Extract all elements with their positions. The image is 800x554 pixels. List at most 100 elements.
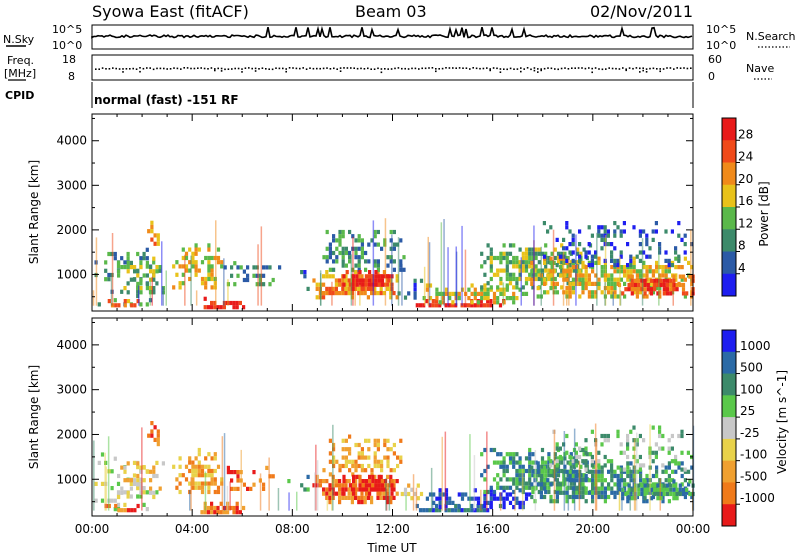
- freq-dot: [271, 68, 274, 71]
- power-colorbar-swatch: [722, 229, 736, 252]
- freq-dot: [180, 68, 182, 70]
- nave-dot: [540, 69, 542, 72]
- freq-dot: [360, 67, 362, 70]
- freq-dot: [652, 67, 655, 70]
- freq-dot: [275, 67, 277, 69]
- freq-dot: [316, 67, 318, 70]
- freq-dot: [662, 68, 665, 70]
- freq-dot: [282, 67, 284, 70]
- x-tick-label: 00:00: [75, 522, 110, 536]
- freq-dot: [625, 68, 627, 70]
- freq-dot: [414, 67, 417, 70]
- freq-dot: [516, 68, 519, 70]
- nave-dot: [533, 69, 536, 72]
- velocity-colorbar-swatch: [722, 460, 736, 483]
- freq-dot: [618, 68, 621, 70]
- freq-dot: [628, 67, 631, 69]
- freq-dot: [207, 68, 209, 70]
- date-label: 02/Nov/2011: [590, 2, 693, 21]
- y-tick-label: 4000: [56, 338, 87, 352]
- freq-dot: [288, 67, 291, 69]
- freq-dot: [129, 68, 131, 70]
- freq-dot: [571, 67, 573, 69]
- freq-dot: [101, 67, 104, 69]
- freq-dot: [254, 67, 257, 70]
- freq-dot: [605, 68, 607, 70]
- freq-dot: [554, 68, 556, 70]
- power-colorbar-swatch: [722, 207, 736, 230]
- freq-dot: [564, 67, 566, 69]
- power-colorbar-swatch: [722, 118, 736, 141]
- power-colorbar-swatch: [722, 184, 736, 208]
- freq-dot: [139, 67, 141, 69]
- freq-dot: [146, 67, 148, 69]
- y-tick-label: 2000: [56, 223, 87, 237]
- velocity-colorbar-swatch: [722, 438, 736, 462]
- freq-dot: [431, 67, 434, 69]
- freq-dot: [265, 68, 267, 70]
- freq-dot: [169, 68, 172, 70]
- freq-dot: [149, 67, 151, 69]
- freq-dot: [632, 67, 634, 70]
- power-colorbar-tick: 20: [738, 172, 753, 186]
- nave-dot: [645, 71, 648, 73]
- beam-label: Beam 03: [355, 2, 427, 21]
- freq-dot: [231, 68, 233, 70]
- freq-dot: [115, 67, 117, 70]
- freq-dot: [533, 67, 536, 69]
- freq-dot: [227, 68, 230, 70]
- freq-dot: [363, 68, 366, 70]
- freq-dot: [319, 67, 321, 70]
- nave-dot: [241, 71, 243, 73]
- freq-dot: [295, 67, 298, 70]
- freq-dot: [690, 67, 692, 69]
- freq-dot: [377, 67, 379, 70]
- freq-dot: [302, 67, 304, 69]
- freq-dot: [312, 67, 315, 70]
- freq-dot: [584, 67, 587, 70]
- freq-dot: [203, 67, 206, 70]
- freq-dot: [401, 67, 403, 70]
- x-tick-label: 16:00: [475, 522, 510, 536]
- freq-dot: [469, 68, 471, 70]
- velocity-colorbar-tick: 1000: [740, 339, 771, 353]
- nave-dot: [499, 71, 502, 73]
- freq-dot: [435, 68, 437, 70]
- power-y-axis-label: Slant Range [km]: [27, 160, 41, 264]
- freq-dot: [210, 67, 213, 69]
- power-colorbar-swatch: [722, 162, 736, 186]
- power-colorbar-tick: 28: [738, 127, 753, 141]
- freq-dot: [421, 67, 423, 70]
- freq-dot: [458, 67, 461, 69]
- nave-dot: [139, 70, 141, 73]
- freq-dot: [285, 68, 287, 70]
- velocity-colorbar: 1000 500 100 25 -25 -100 -500 -1000: [721, 329, 775, 527]
- freq-dot: [547, 67, 549, 69]
- freq-dot: [428, 67, 430, 69]
- velocity-panel: 00:00 04:00 08:00 12:00 16:00 20:00 00:00 1000 2…: [27, 317, 789, 554]
- freq-dot: [173, 67, 175, 69]
- freq-dot: [176, 67, 179, 70]
- freq-dot: [673, 68, 675, 70]
- nsearch-tick-top: 10^5: [706, 23, 736, 36]
- nave-label: Nave: [746, 62, 774, 75]
- power-colorbar-label: Power [dB]: [757, 181, 771, 246]
- freq-dot: [394, 67, 396, 70]
- freq-dot: [601, 68, 604, 71]
- freq-dot: [550, 67, 553, 70]
- freq-dot: [588, 67, 590, 69]
- freq-dot: [438, 68, 440, 70]
- freq-dot: [404, 67, 406, 70]
- power-colorbar-swatch: [722, 140, 736, 163]
- freq-dot: [95, 68, 97, 70]
- velocity-colorbar-label: Velocity [m s^-1]: [775, 370, 789, 474]
- freq-dot: [190, 67, 192, 70]
- power-panel: 1000 2000 3000 4000 Slant Range [km] 28 24 20…: [27, 113, 771, 312]
- freq-dot: [615, 67, 617, 70]
- freq-dot: [261, 67, 264, 69]
- freq-dot: [220, 67, 223, 70]
- freq-dot: [656, 68, 658, 70]
- freq-dot: [441, 67, 444, 70]
